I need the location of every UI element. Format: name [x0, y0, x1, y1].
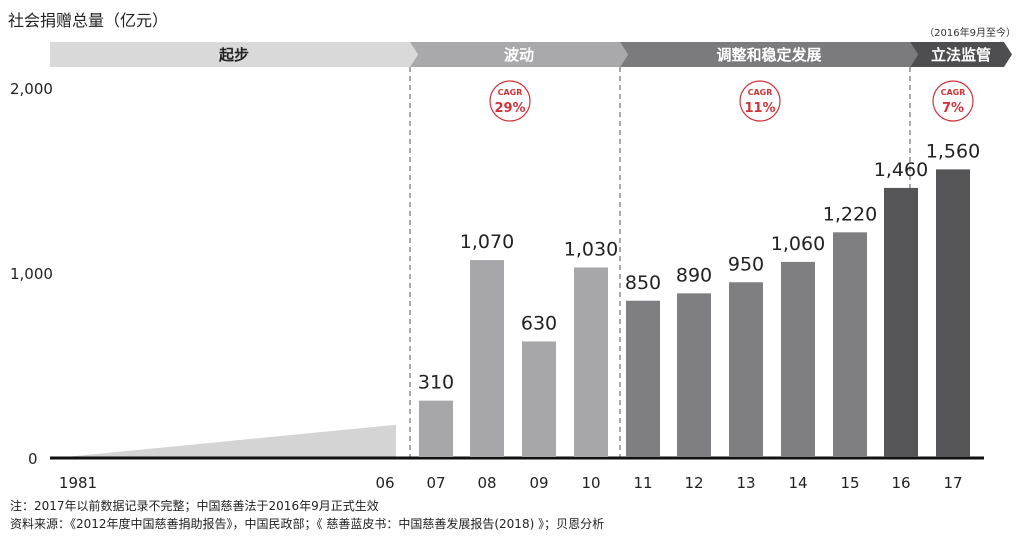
- bar-14: [781, 261, 815, 457]
- x-tick-label: 08: [477, 474, 496, 492]
- bar-value-label: 890: [676, 264, 712, 286]
- x-tick-label: 15: [840, 474, 859, 492]
- bar-value-label: 950: [728, 253, 764, 275]
- x-tick-label: 13: [736, 474, 755, 492]
- source-note: 资料来源：《2012年度中国慈善捐助报告》，中国民政部；《 慈善蓝皮书：中国慈善…: [10, 517, 605, 531]
- phase-banner-3: [910, 42, 1012, 67]
- x-tick-label: 16: [891, 474, 910, 492]
- bar-15: [833, 232, 867, 457]
- x-tick-label: 06: [375, 474, 394, 492]
- chart-subtitle: （2016年9月至今）: [924, 26, 1016, 39]
- phase-label: 立法监管: [931, 46, 991, 64]
- bar-value-label: 1,060: [771, 233, 825, 255]
- bar-chart: 社会捐赠总量（亿元） （2016年9月至今） 起步 波动 CAGR 29% 调整和稳定发…: [8, 11, 1016, 492]
- phase-banner-1: [410, 42, 628, 67]
- bar-value-label: 310: [418, 372, 454, 394]
- x-tick-label: 1981: [59, 474, 97, 492]
- bar-16: [884, 187, 918, 457]
- bar-10: [574, 267, 608, 457]
- phase-label: 波动: [504, 46, 534, 64]
- cagr-label: CAGR: [941, 88, 966, 97]
- cagr-value: 7%: [942, 101, 964, 116]
- footnote: 注：2017年以前数据记录不完整；中国慈善法于2016年9月正式生效: [10, 499, 379, 513]
- bar-value-label: 850: [625, 272, 661, 294]
- bar-17: [936, 169, 970, 457]
- chart-title: 社会捐赠总量（亿元）: [8, 11, 168, 30]
- phase-label: 调整和稳定发展: [716, 46, 821, 64]
- bar-11: [626, 300, 660, 457]
- x-tick-label: 11: [633, 474, 652, 492]
- x-tick-label: 12: [684, 474, 703, 492]
- bar-12: [677, 293, 711, 457]
- cagr-label: CAGR: [498, 88, 523, 97]
- x-tick-label: 14: [788, 474, 807, 492]
- bar-13: [729, 282, 763, 457]
- bar-09: [522, 341, 556, 457]
- y-tick-label: 2,000: [10, 80, 53, 98]
- phase-banner-0: [50, 42, 418, 67]
- y-tick-label: 0: [28, 450, 38, 468]
- x-tick-label: 07: [426, 474, 445, 492]
- bar-value-label: 1,030: [564, 238, 618, 260]
- bar-07: [419, 400, 453, 457]
- y-tick-label: 1,000: [10, 265, 53, 283]
- bar-value-label: 630: [521, 312, 557, 334]
- bar-value-label: 1,560: [926, 140, 980, 162]
- cagr-badge: [739, 80, 781, 122]
- cagr-label: CAGR: [748, 88, 773, 97]
- x-tick-label: 17: [943, 474, 962, 492]
- cagr-value: 29%: [494, 101, 525, 116]
- cagr-badge: [489, 80, 531, 122]
- x-tick-label: 10: [581, 474, 600, 492]
- bar-value-label: 1,220: [823, 203, 877, 225]
- bar-08: [470, 260, 504, 457]
- cagr-badge: [932, 80, 974, 122]
- x-tick-label: 09: [529, 474, 548, 492]
- phase-banner-2: [620, 42, 918, 67]
- phase-label: 起步: [218, 46, 249, 64]
- early-period-ramp: [55, 424, 396, 458]
- bar-value-label: 1,070: [460, 231, 514, 253]
- cagr-value: 11%: [744, 101, 775, 116]
- bar-value-label: 1,460: [874, 159, 928, 181]
